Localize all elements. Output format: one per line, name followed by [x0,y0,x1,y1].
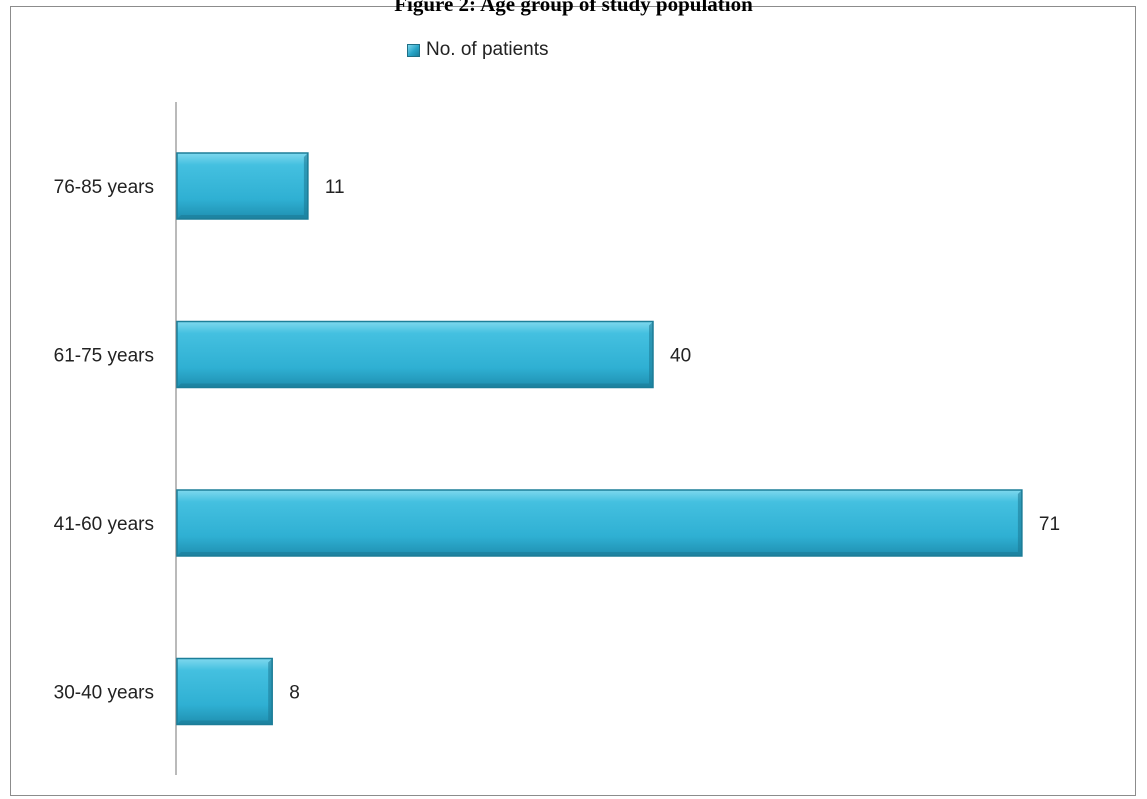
category-label: 61-75 years [54,346,154,367]
category-label: 41-60 years [54,514,154,535]
legend-label: No. of patients [426,39,549,60]
data-label: 8 [289,683,300,704]
category-label: 76-85 years [54,177,154,198]
bar-41-60-years [176,489,1023,557]
category-label: 30-40 years [54,683,154,704]
data-label: 71 [1039,514,1060,535]
data-label: 40 [670,346,691,367]
legend-swatch [407,43,420,57]
bar-76-85-years [176,152,309,220]
bar-61-75-years [176,320,654,389]
legend: No. of patients [407,38,549,62]
chart-title: Figure 2: Age group of study population [394,0,753,16]
data-label: 11 [325,177,345,198]
bar-30-40-years [176,657,273,726]
